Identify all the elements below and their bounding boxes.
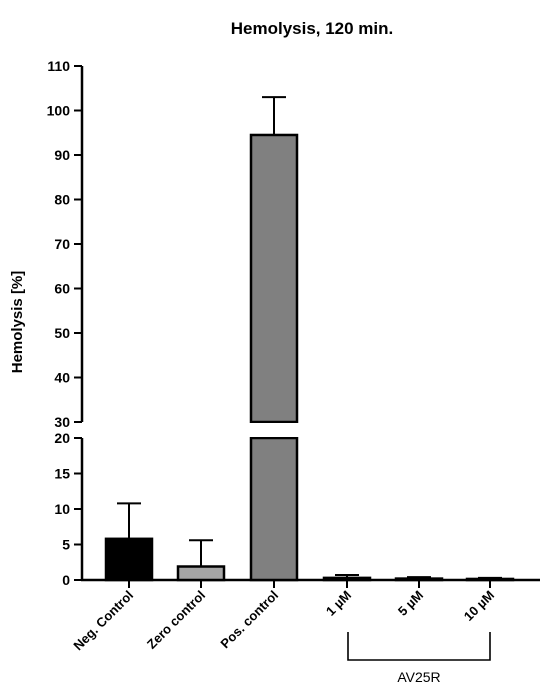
y-tick-label-lower: 10	[54, 501, 70, 517]
x-tick-labels: Neg. Control Zero control Pos. control 1 µM…	[70, 588, 497, 654]
x-tick-label-0: Neg. Control	[70, 588, 136, 654]
group-bracket: AV25R	[347, 632, 491, 685]
x-tick-label-3: 1 µM	[323, 588, 354, 619]
bar-2-upper	[249, 133, 299, 424]
bar-5	[465, 577, 515, 582]
y-axis-label: Hemolysis [%]	[9, 271, 26, 374]
group-label: AV25R	[397, 669, 440, 685]
y-tick-label-lower: 5	[62, 537, 70, 553]
y-tick-label-upper: 40	[54, 370, 70, 386]
bar-2-lower	[249, 436, 299, 582]
y-tick-label-upper: 50	[54, 325, 70, 341]
bars	[104, 96, 515, 582]
axis-break-gap	[249, 423, 299, 437]
bar-1	[176, 565, 226, 582]
y-tick-label-upper: 90	[54, 147, 70, 163]
y-tick-label-upper: 110	[47, 58, 70, 74]
bar-4	[394, 577, 444, 582]
y-tick-label-lower: 0	[62, 572, 70, 588]
bracket-line	[347, 632, 491, 661]
x-tick-label-1: Zero control	[144, 588, 208, 652]
x-tick-label-5: 10 µM	[461, 588, 497, 624]
y-tick-label-upper: 80	[54, 192, 70, 208]
bar-0	[104, 537, 154, 582]
axes	[74, 65, 540, 588]
x-tick-label-2: Pos. control	[217, 588, 281, 652]
x-tick-label-4: 5 µM	[395, 588, 426, 619]
y-tick-label-upper: 70	[54, 236, 70, 252]
y-tick-label-lower: 15	[54, 466, 70, 482]
y-tick-label-upper: 100	[47, 103, 71, 119]
y-tick-label-upper: 30	[54, 414, 70, 430]
y-tick-label-lower: 20	[54, 430, 70, 446]
bar-3	[322, 576, 372, 582]
chart-title: Hemolysis, 120 min.	[231, 19, 394, 38]
y-tick-label-upper: 60	[54, 281, 70, 297]
